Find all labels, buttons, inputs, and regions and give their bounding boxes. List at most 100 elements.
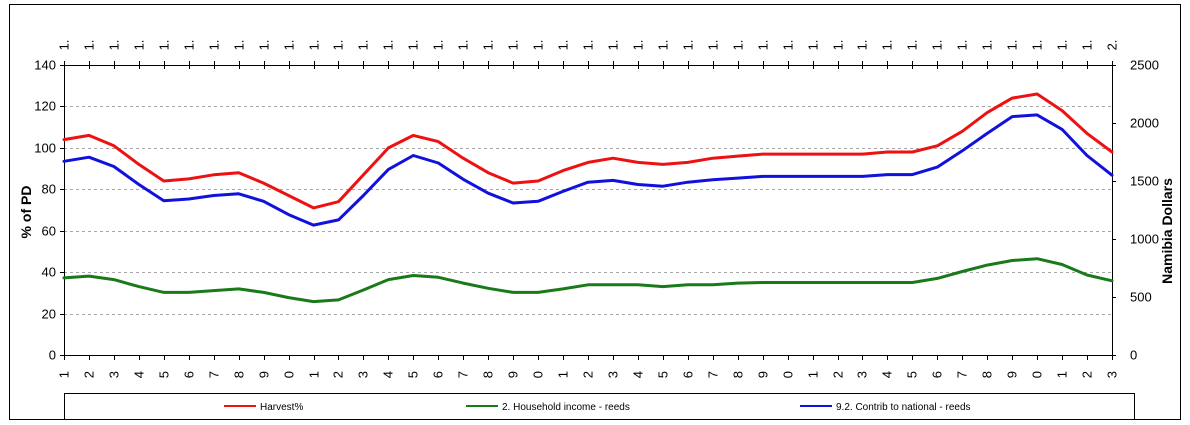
x-tick-label: 1 <box>57 371 72 378</box>
y2-tick-label: 2000 <box>1130 116 1159 131</box>
axes <box>60 61 1116 360</box>
x2-tick-label: 1. <box>82 40 97 51</box>
x-tick-label: 5 <box>905 371 920 378</box>
y-tick-label: 60 <box>42 224 56 239</box>
x2-tick-label: 1. <box>57 40 72 51</box>
x2-tick-label: 1. <box>456 40 471 51</box>
legend-label-3: 9.2. Contrib to national - reeds <box>836 402 971 413</box>
x-tick-label: 8 <box>980 371 995 378</box>
x2-tick-label: 1. <box>905 40 920 51</box>
x-tick-label: 1 <box>1055 371 1070 378</box>
x2-tick-label: 1. <box>631 40 646 51</box>
x-tick-label: 9 <box>756 371 771 378</box>
x-tick-label: 3 <box>107 371 122 378</box>
x2-tick-label: 1. <box>1080 40 1095 51</box>
y-axis-label: % of PD <box>18 186 34 239</box>
x-tick-label: 3 <box>356 371 371 378</box>
x2-tick-label: 1. <box>257 40 272 51</box>
x2-tick-label: 1. <box>506 40 521 51</box>
x-tick-label: 7 <box>955 371 970 378</box>
x2-tick-label: 1. <box>1030 40 1045 51</box>
x-tick-label: 5 <box>157 371 172 378</box>
x-tick-label: 1 <box>806 371 821 378</box>
x2-tick-label: 1. <box>606 40 621 51</box>
x-tick-label: 9 <box>1005 371 1020 378</box>
y-tick-label: 100 <box>34 141 56 156</box>
y-tick-label: 40 <box>42 265 56 280</box>
x-tick-label: 7 <box>207 371 222 378</box>
y2-tick-label: 2500 <box>1130 58 1159 73</box>
x2-tick-label: 1. <box>381 40 396 51</box>
x2-tick-label: 1. <box>1055 40 1070 51</box>
x-tick-label: 2 <box>1080 371 1095 378</box>
y2-axis-label: Namibia Dollars <box>1159 178 1175 284</box>
y-tick-label: 120 <box>34 99 56 114</box>
x-tick-label: 0 <box>282 371 297 378</box>
x2-tick-label: 1. <box>481 40 496 51</box>
x-tick-label: 8 <box>731 371 746 378</box>
x2-tick-label: 1. <box>556 40 571 51</box>
x2-tick-label: 1. <box>731 40 746 51</box>
x-tick-label: 8 <box>232 371 247 378</box>
x-tick-label: 6 <box>182 371 197 378</box>
y2-tick-label: 0 <box>1130 348 1137 363</box>
x-tick-label: 2 <box>831 371 846 378</box>
x-tick-label: 4 <box>132 371 147 378</box>
x2-tick-label: 1. <box>656 40 671 51</box>
x-tick-label: 2 <box>581 371 596 378</box>
x-tick-label: 9 <box>257 371 272 378</box>
x-tick-label: 5 <box>406 371 421 378</box>
x-tick-label: 1 <box>307 371 322 378</box>
series-line-3 <box>62 113 1114 227</box>
x-tick-label: 0 <box>781 371 796 378</box>
x-tick-label: 1 <box>556 371 571 378</box>
x2-tick-label: 1. <box>756 40 771 51</box>
legend: Harvest% 2. Household income - reeds 9.2. … <box>64 393 1135 420</box>
x-tick-label: 7 <box>706 371 721 378</box>
x2-tick-label: 1. <box>307 40 322 51</box>
x2-tick-label: 1. <box>855 40 870 51</box>
y-tick-label: 0 <box>49 348 56 363</box>
x-tick-label: 6 <box>930 371 945 378</box>
x-tick-label: 6 <box>681 371 696 378</box>
chart-frame <box>9 4 1181 420</box>
y2-tick-label: 1000 <box>1130 232 1159 247</box>
x2-tick-label: 1. <box>232 40 247 51</box>
x2-tick-label: 1. <box>955 40 970 51</box>
series-line-1 <box>62 92 1114 210</box>
x2-tick-label: 1. <box>406 40 421 51</box>
x-tick-label: 7 <box>456 371 471 378</box>
x-tick-label: 3 <box>1105 371 1120 378</box>
x-tick-label: 3 <box>606 371 621 378</box>
x-tick-label: 0 <box>531 371 546 378</box>
tick-labels: 0204060801001201400500100015002000250011… <box>34 40 1159 379</box>
x2-tick-label: 1. <box>781 40 796 51</box>
x2-tick-label: 1. <box>207 40 222 51</box>
x2-tick-label: 2. <box>1105 40 1120 51</box>
x2-tick-label: 1. <box>980 40 995 51</box>
x-tick-label: 4 <box>381 371 396 378</box>
x-tick-label: 4 <box>880 371 895 378</box>
x-tick-label: 9 <box>506 371 521 378</box>
y-tick-label: 140 <box>34 58 56 73</box>
x2-tick-label: 1. <box>282 40 297 51</box>
x2-tick-label: 1. <box>581 40 596 51</box>
x2-tick-label: 1. <box>356 40 371 51</box>
legend-label-1: Harvest% <box>260 402 303 413</box>
y-tick-label: 20 <box>42 307 56 322</box>
x2-tick-label: 1. <box>431 40 446 51</box>
x-tick-label: 6 <box>431 371 446 378</box>
x2-tick-label: 1. <box>531 40 546 51</box>
x2-tick-label: 1. <box>132 40 147 51</box>
x2-tick-label: 1. <box>806 40 821 51</box>
series-lines <box>62 92 1114 304</box>
x2-tick-label: 1. <box>331 40 346 51</box>
x-tick-label: 4 <box>631 371 646 378</box>
x2-tick-label: 1. <box>182 40 197 51</box>
legend-label-2: 2. Household income - reeds <box>502 402 630 413</box>
y-tick-label: 80 <box>42 182 56 197</box>
x-tick-label: 3 <box>855 371 870 378</box>
x2-tick-label: 1. <box>880 40 895 51</box>
x2-tick-label: 1. <box>930 40 945 51</box>
x2-tick-label: 1. <box>1005 40 1020 51</box>
